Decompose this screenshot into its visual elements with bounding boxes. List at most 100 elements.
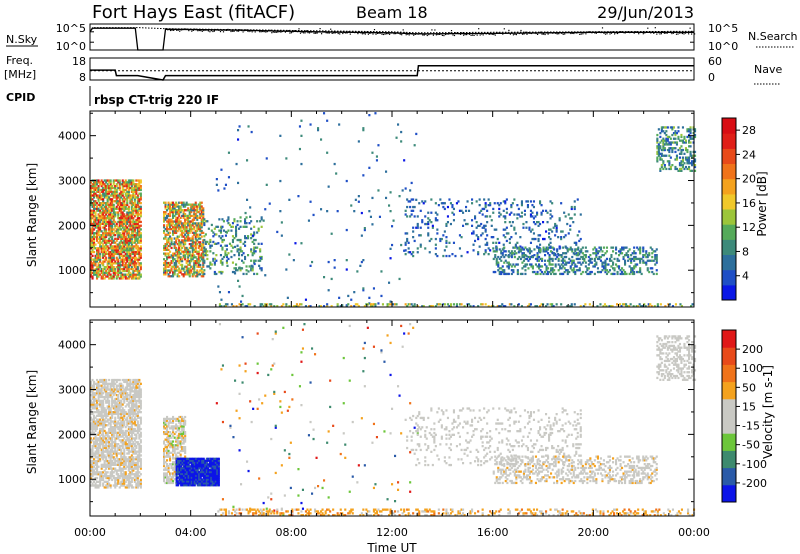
power-cell	[371, 151, 374, 154]
power-cell	[691, 137, 694, 140]
power-cell	[253, 231, 256, 234]
power-cell	[139, 241, 142, 244]
power-cell	[99, 222, 102, 225]
power-cell	[123, 190, 126, 193]
power-cell	[639, 259, 642, 262]
power-cell	[181, 241, 184, 244]
power-cell	[643, 303, 646, 306]
power-cell	[599, 270, 603, 274]
nsky-point	[268, 29, 270, 31]
power-cell	[439, 198, 442, 201]
power-cell	[586, 272, 589, 276]
power-cell	[191, 241, 194, 244]
power-cell	[528, 263, 532, 266]
power-cell	[570, 207, 573, 211]
power-cell	[378, 215, 382, 218]
power-cell	[579, 213, 582, 216]
power-cell	[519, 215, 522, 218]
power-cell	[496, 202, 499, 205]
power-cell	[93, 271, 96, 274]
power-cell	[130, 198, 133, 201]
power-cell	[102, 256, 105, 259]
power-cell	[655, 272, 658, 276]
power-cell	[616, 265, 619, 268]
power-cell	[218, 270, 221, 274]
power-cell	[164, 267, 167, 270]
power-cell	[668, 160, 671, 163]
velocity-cell	[105, 475, 108, 478]
power-cell	[102, 235, 105, 239]
power-cell	[241, 294, 244, 298]
velocity-cell	[109, 429, 112, 433]
power-cell	[294, 305, 297, 308]
velocity-cell	[93, 452, 96, 455]
velocity-cell	[109, 437, 112, 440]
power-cell	[124, 230, 127, 233]
power-cell	[235, 225, 238, 228]
power-cell	[536, 221, 539, 224]
power-cell	[646, 255, 649, 259]
power-cell	[581, 257, 584, 261]
power-cell	[518, 248, 521, 251]
power-cell	[139, 198, 142, 201]
nsky-point	[396, 32, 398, 34]
velocity-cell	[106, 414, 109, 417]
power-cell	[246, 159, 249, 162]
power-cell	[509, 252, 512, 255]
velocity-cell	[103, 386, 106, 389]
power-cell	[126, 249, 129, 252]
power-cell	[164, 246, 167, 250]
power-cell	[109, 220, 112, 224]
power-cell	[138, 258, 141, 261]
power-cell	[130, 213, 133, 216]
power-cell	[127, 252, 130, 256]
velocity-cell	[91, 403, 94, 406]
power-cell	[524, 246, 527, 249]
velocity-cell	[102, 435, 105, 438]
power-cell	[100, 211, 103, 214]
nsky-point	[200, 30, 202, 32]
power-cell	[536, 272, 539, 276]
power-cell	[111, 247, 114, 250]
power-cell	[675, 158, 679, 161]
power-cell	[595, 254, 598, 257]
power-cell	[206, 265, 209, 268]
power-cell	[538, 267, 541, 270]
power-cell	[607, 263, 610, 266]
power-cell	[106, 220, 109, 224]
power-cell	[164, 252, 167, 255]
power-cell	[109, 185, 112, 188]
power-cell	[127, 258, 130, 261]
power-cell	[138, 185, 141, 188]
power-cell	[126, 213, 129, 216]
power-cell	[138, 269, 141, 273]
velocity-cell	[108, 395, 111, 399]
power-cell	[428, 305, 431, 308]
power-cell	[91, 211, 94, 214]
power-cell	[265, 303, 268, 306]
power-cell	[570, 305, 573, 308]
power-y-tick-label: 3000	[58, 175, 86, 188]
power-cell	[124, 237, 127, 240]
power-cell	[185, 201, 188, 204]
power-cell	[536, 252, 539, 255]
velocity-cell	[105, 394, 108, 397]
nsky-point	[336, 31, 338, 33]
velocity-cell	[91, 471, 94, 474]
power-cell	[522, 252, 526, 255]
power-cell	[547, 248, 550, 251]
nsky-point	[662, 31, 664, 33]
power-cell	[103, 247, 106, 250]
nsky-point	[530, 32, 533, 35]
velocity-cell	[90, 399, 93, 402]
power-cell	[445, 245, 448, 248]
power-cell	[170, 254, 173, 257]
nsky-point	[189, 28, 191, 30]
power-cell	[120, 217, 123, 220]
power-cell	[106, 190, 109, 193]
nsky-point	[185, 28, 187, 30]
velocity-cell	[105, 378, 108, 382]
power-cell	[238, 285, 241, 288]
power-cell	[207, 265, 210, 268]
power-cell	[121, 241, 124, 244]
